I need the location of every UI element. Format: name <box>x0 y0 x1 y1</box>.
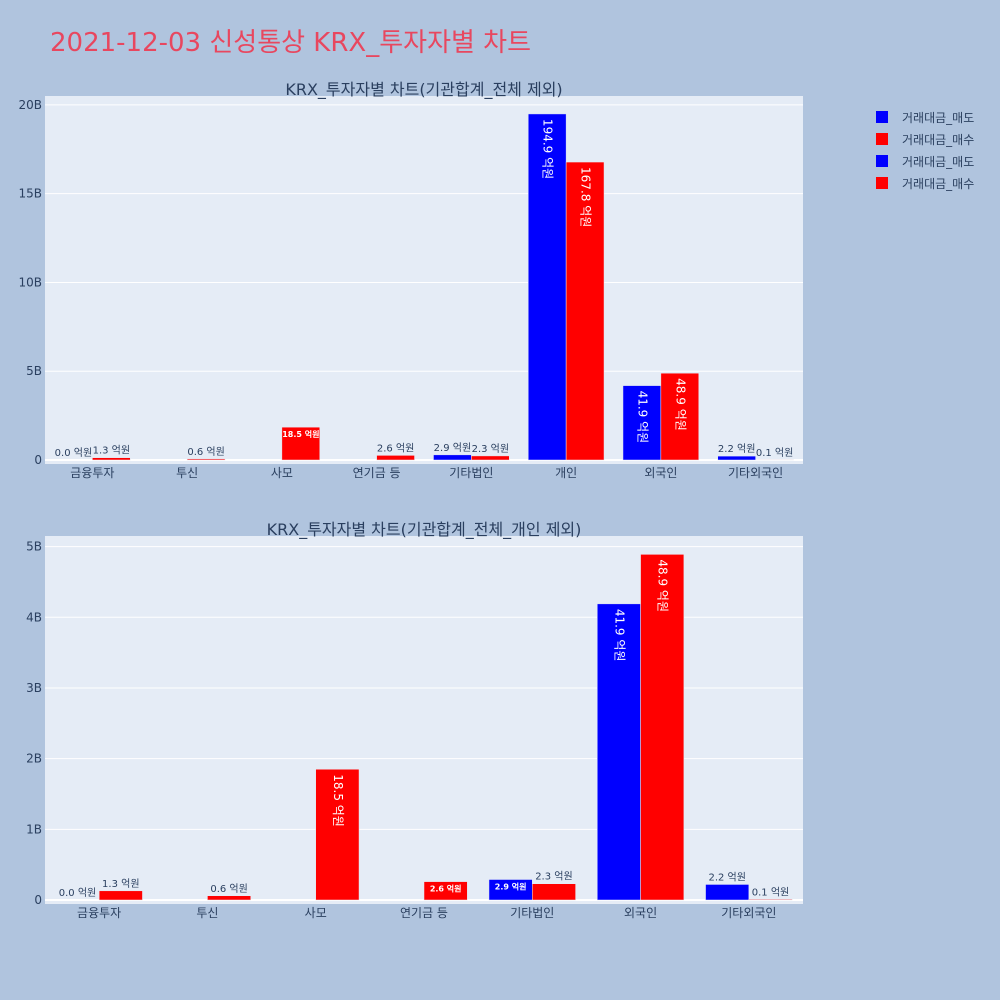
x-tick-label: 투신 <box>176 466 198 480</box>
legend: 거래대금_매도 거래대금_매수 거래대금_매도 거래대금_매수 <box>876 106 974 194</box>
bar <box>660 372 700 461</box>
data-label: 18.5 억원 <box>331 774 345 827</box>
legend-swatch-buy <box>876 133 888 145</box>
x-tick-label: 기타외국인 <box>728 466 783 480</box>
data-label: 0.0 억원 <box>55 447 92 459</box>
data-label: 0.0 억원 <box>59 887 96 899</box>
data-label: 41.9 억원 <box>612 609 626 662</box>
chart-2: 0 1B 2B 3B 4B 5B KRX_투자자별 차트(기관합계_전체_개인 제외) 금융투… <box>26 520 803 920</box>
legend-label: 거래대금_매도 <box>902 110 975 125</box>
x-tick-label: 개인 <box>555 466 577 480</box>
x-tick-label: 금융투자 <box>70 466 114 480</box>
bar <box>315 768 360 901</box>
y-tick-label: 10B <box>18 275 42 289</box>
x-tick-label: 기타법인 <box>510 906 554 920</box>
bar <box>640 554 685 901</box>
x-tick-label: 외국인 <box>624 906 657 920</box>
legend-label: 거래대금_매수 <box>902 132 975 147</box>
bar <box>471 455 510 461</box>
bar <box>207 895 251 901</box>
data-label: 0.1 억원 <box>756 447 793 459</box>
data-label: 48.9 억원 <box>656 559 670 612</box>
bar <box>281 426 321 461</box>
data-label: 167.8 억원 <box>579 167 593 227</box>
data-label: 18.5 억원 <box>282 429 319 439</box>
x-tick-label: 투신 <box>196 906 218 920</box>
data-label: 48.9 억원 <box>673 378 687 431</box>
y-tick-label: 5B <box>26 540 42 554</box>
chart-title: KRX_투자자별 차트(기관합계_전체_개인 제외) <box>267 520 582 540</box>
data-label: 1.3 억원 <box>93 445 130 457</box>
bar <box>565 161 605 461</box>
x-tick-label: 금융투자 <box>77 906 121 920</box>
data-label: 0.1 억원 <box>752 886 789 898</box>
y-tick-label: 20B <box>18 98 42 112</box>
data-label: 0.6 억원 <box>187 446 224 458</box>
bar <box>717 455 756 461</box>
bar <box>532 883 576 901</box>
data-label: 2.6 억원 <box>430 884 462 894</box>
x-tick-label: 연기금 등 <box>353 466 401 480</box>
data-label: 2.6 억원 <box>377 442 414 454</box>
y-tick-label: 4B <box>26 610 42 624</box>
data-label: 194.9 억원 <box>541 119 555 179</box>
data-label: 2.3 억원 <box>472 443 509 455</box>
y-tick-label: 1B <box>26 822 42 836</box>
bar <box>423 881 468 901</box>
y-tick-label: 15B <box>18 187 42 201</box>
chart-1: 0 5B 10B 15B 20B KRX_투자자별 차트(기관합계_전체 제외) 금융투자 0… <box>18 80 803 480</box>
bar <box>376 455 415 461</box>
data-label: 2.3 억원 <box>535 871 572 883</box>
chart-title: KRX_투자자별 차트(기관합계_전체 제외) <box>285 80 562 100</box>
bar <box>433 454 472 461</box>
x-tick-label: 사모 <box>271 466 293 480</box>
legend-label: 거래대금_매도 <box>902 154 975 169</box>
data-label: 2.2 억원 <box>708 871 745 883</box>
data-label: 2.9 억원 <box>434 442 471 454</box>
y-tick-label: 0 <box>34 893 42 907</box>
legend-item[interactable]: 거래대금_매수 <box>876 128 974 150</box>
x-tick-label: 외국인 <box>644 466 677 480</box>
data-label: 2.9 억원 <box>495 882 527 892</box>
bar <box>622 385 662 461</box>
bar <box>597 603 641 901</box>
legend-item[interactable]: 거래대금_매수 <box>876 172 974 194</box>
page-title: 2021-12-03 신성통상 KRX_투자자별 차트 <box>50 28 532 58</box>
legend-item[interactable]: 거래대금_매도 <box>876 106 974 128</box>
data-label: 1.3 억원 <box>102 878 139 890</box>
x-tick-label: 연기금 등 <box>400 906 448 920</box>
data-label: 41.9 억원 <box>635 391 649 444</box>
data-label: 2.2 억원 <box>718 443 755 455</box>
y-tick-label: 5B <box>26 364 42 378</box>
x-tick-label: 기타외국인 <box>721 906 776 920</box>
data-label: 0.6 억원 <box>210 883 247 895</box>
plot-area <box>45 536 803 904</box>
bar <box>705 884 750 901</box>
legend-item[interactable]: 거래대금_매도 <box>876 150 974 172</box>
y-tick-label: 3B <box>26 681 42 695</box>
y-tick-label: 0 <box>34 453 42 467</box>
bar <box>186 458 226 461</box>
legend-swatch-sell <box>876 155 888 167</box>
bar <box>92 457 131 461</box>
x-tick-label: 사모 <box>305 906 327 920</box>
bar <box>748 899 793 901</box>
bar <box>527 113 567 461</box>
legend-swatch-sell <box>876 111 888 123</box>
y-tick-label: 2B <box>26 752 42 766</box>
legend-swatch-buy <box>876 177 888 189</box>
x-tick-label: 기타법인 <box>449 466 493 480</box>
bar <box>98 890 143 901</box>
legend-label: 거래대금_매수 <box>902 176 975 191</box>
